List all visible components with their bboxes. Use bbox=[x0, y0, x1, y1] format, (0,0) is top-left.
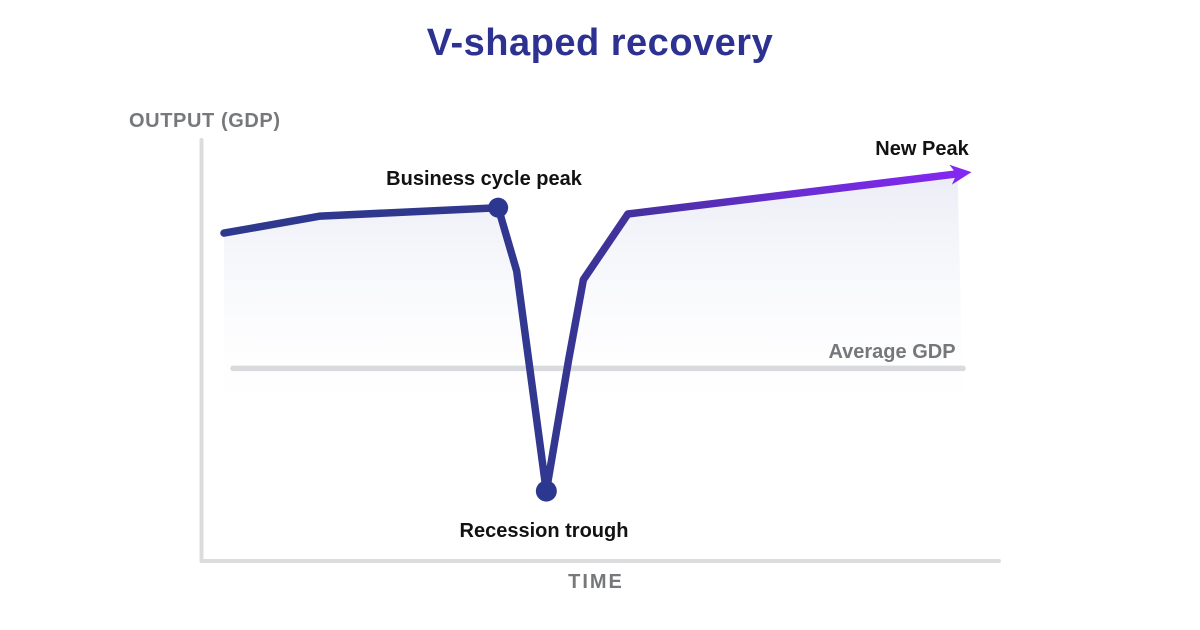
trough-marker bbox=[535, 480, 557, 502]
area-fill bbox=[224, 173, 966, 521]
business-cycle-peak-label: Business cycle peak bbox=[386, 168, 582, 190]
average-gdp-label: Average GDP bbox=[828, 341, 956, 363]
page-title: V-shaped recovery bbox=[426, 22, 774, 64]
axes-lines bbox=[199, 138, 1001, 563]
new-peak-label: New Peak bbox=[875, 138, 969, 160]
x-axis-label: TIME bbox=[568, 571, 624, 593]
peak-marker bbox=[488, 197, 509, 218]
arrow-head-icon bbox=[949, 164, 972, 185]
recession-trough-label: Recession trough bbox=[459, 520, 629, 542]
y-axis-label: OUTPUT (GDP) bbox=[129, 110, 281, 132]
